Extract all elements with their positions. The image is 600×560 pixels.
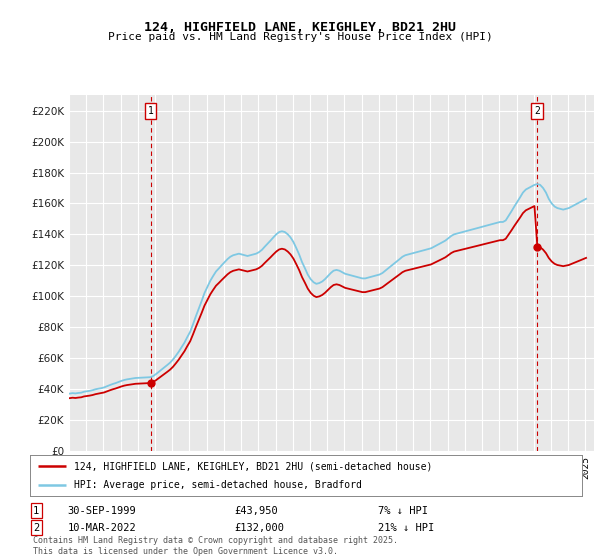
Text: 124, HIGHFIELD LANE, KEIGHLEY, BD21 2HU: 124, HIGHFIELD LANE, KEIGHLEY, BD21 2HU [144,21,456,34]
Text: Price paid vs. HM Land Registry's House Price Index (HPI): Price paid vs. HM Land Registry's House … [107,32,493,43]
Text: 10-MAR-2022: 10-MAR-2022 [68,522,137,533]
Text: 7% ↓ HPI: 7% ↓ HPI [378,506,428,516]
Text: £43,950: £43,950 [234,506,278,516]
Text: 30-SEP-1999: 30-SEP-1999 [68,506,137,516]
Text: 1: 1 [148,106,154,116]
Text: 124, HIGHFIELD LANE, KEIGHLEY, BD21 2HU (semi-detached house): 124, HIGHFIELD LANE, KEIGHLEY, BD21 2HU … [74,461,433,471]
Text: HPI: Average price, semi-detached house, Bradford: HPI: Average price, semi-detached house,… [74,480,362,489]
Text: £132,000: £132,000 [234,522,284,533]
Text: 1: 1 [33,506,39,516]
Text: Contains HM Land Registry data © Crown copyright and database right 2025.
This d: Contains HM Land Registry data © Crown c… [33,536,398,556]
Text: 2: 2 [534,106,540,116]
Text: 2: 2 [33,522,39,533]
Text: 21% ↓ HPI: 21% ↓ HPI [378,522,434,533]
